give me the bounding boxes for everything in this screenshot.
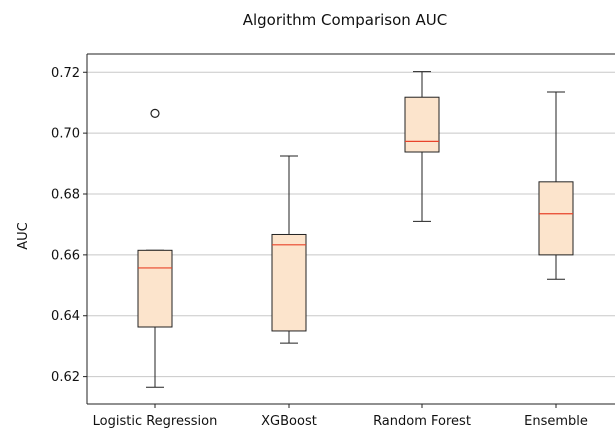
y-tick-label: 0.64 <box>51 309 80 324</box>
boxes <box>137 71 574 388</box>
box-3 <box>404 71 440 222</box>
y-tick-label: 0.62 <box>51 370 80 385</box>
box-iqr <box>271 233 307 332</box>
y-tick-label: 0.68 <box>51 188 80 203</box>
y-axis-label: AUC <box>16 222 31 250</box>
box-iqr <box>538 181 574 256</box>
y-tick-label: 0.66 <box>51 248 80 263</box>
y-ticks: 0.62 0.64 0.66 0.68 0.70 0.72 <box>51 66 87 385</box>
x-tick-label: Random Forest <box>373 414 471 429</box>
chart-title: Algorithm Comparison AUC <box>243 11 448 29</box>
box-2 <box>271 155 307 344</box>
x-ticks: Logistic Regression XGBoost Random Forest E… <box>93 404 588 429</box>
box-1 <box>137 108 173 388</box>
x-tick-label: Ensemble <box>524 414 588 429</box>
axes <box>86 53 615 405</box>
box-4 <box>538 91 574 280</box>
outlier-point <box>150 108 160 118</box>
x-tick-label: XGBoost <box>261 414 317 429</box>
box-iqr <box>137 249 173 328</box>
grid-lines <box>87 71 615 378</box>
box-iqr <box>404 96 440 153</box>
y-tick-label: 0.72 <box>51 66 80 81</box>
y-tick-label: 0.70 <box>51 127 80 142</box>
x-tick-label: Logistic Regression <box>93 414 218 429</box>
